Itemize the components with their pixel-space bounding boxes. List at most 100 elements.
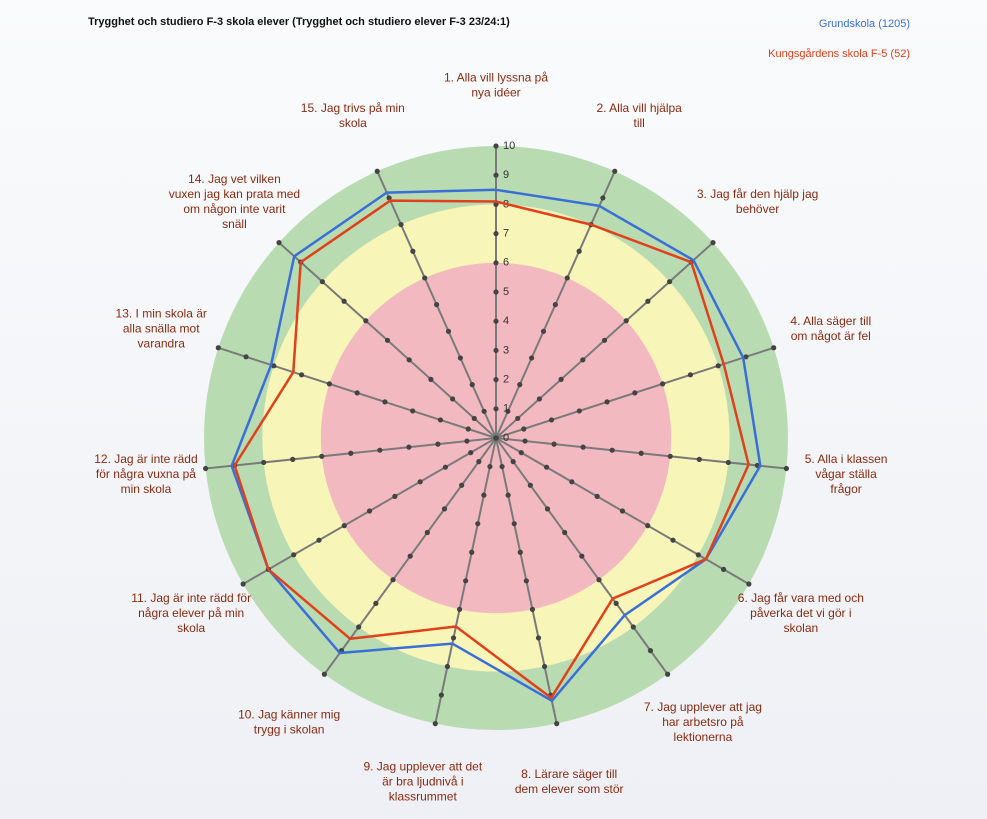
tick-dot	[529, 355, 535, 361]
tick-dot	[341, 523, 347, 529]
category-label: 12. Jag är inte rädd	[94, 452, 197, 466]
tick-dot	[319, 279, 326, 285]
tick-dot	[667, 453, 673, 459]
tick-dot	[510, 459, 516, 465]
tick-label: 9	[503, 169, 509, 181]
tick-dot	[442, 464, 449, 470]
tick-dot	[422, 275, 428, 281]
category-label: klassrummet	[389, 789, 458, 803]
tick-dot	[493, 347, 499, 353]
tick-dot	[710, 240, 716, 246]
category-label: snäll	[222, 217, 247, 231]
category-label: några elever på min	[138, 606, 244, 620]
category-label: dem elever som stör	[515, 782, 624, 796]
tick-dot	[612, 168, 618, 174]
tick-dot	[469, 549, 475, 555]
tick-dot	[386, 195, 392, 201]
tick-dot	[647, 648, 654, 654]
category-label: 2. Alla vill hjälpa	[596, 101, 682, 115]
tick-dot	[476, 459, 482, 465]
tick-dot	[444, 663, 451, 670]
tick-dot	[493, 318, 499, 324]
tick-dot	[464, 438, 470, 444]
tick-dot	[670, 537, 676, 543]
tick-label: 0	[503, 432, 509, 444]
tick-dot	[493, 143, 499, 149]
tick-dot	[505, 408, 511, 414]
tick-dot	[319, 453, 325, 459]
tick-dot	[511, 521, 517, 527]
tick-dot	[481, 492, 487, 498]
tick-dot	[540, 328, 547, 334]
tick-dot	[450, 396, 456, 402]
tick-dot	[499, 463, 505, 470]
tick-dot	[384, 337, 391, 343]
tick-dot	[596, 577, 602, 583]
tick-dot	[564, 275, 570, 281]
tick-dot	[517, 549, 523, 555]
tick-dot	[459, 482, 465, 488]
tick-dot	[450, 635, 457, 641]
category-label: 5. Alla i klassen	[805, 452, 888, 466]
tick-dot	[541, 663, 548, 670]
tick-dot	[424, 529, 430, 536]
tick-dot	[493, 172, 499, 178]
chart-title: Trygghet och studiero F-3 skola elever (…	[88, 16, 510, 28]
series-line	[230, 188, 762, 703]
category-label: behöver	[736, 202, 779, 216]
tick-dot	[240, 581, 246, 587]
category-label: 3. Jag får den hjälp jag	[697, 187, 818, 201]
tick-dot	[515, 415, 521, 422]
tick-dot	[695, 552, 701, 558]
tick-dot	[432, 721, 438, 727]
tick-dot	[407, 553, 413, 559]
tick-dot	[406, 444, 412, 450]
legend-entry: Kungsgårdens skola F-5 (52)	[768, 48, 910, 60]
tick-dot	[660, 381, 666, 387]
category-label: nya idéer	[471, 86, 520, 100]
tick-dot	[746, 581, 752, 587]
category-label: min skola	[121, 482, 172, 496]
tick-dot	[493, 289, 499, 295]
tick-dot	[243, 354, 249, 360]
tick-dot	[377, 447, 383, 453]
tick-dot	[665, 671, 671, 677]
tick-dot	[536, 396, 542, 402]
category-label: trygg i skolan	[254, 722, 325, 736]
category-label: 4. Alla säger till	[790, 314, 871, 328]
tick-dot	[522, 438, 528, 444]
category-label: 15. Jag trivs på min	[301, 101, 405, 115]
tick-dot	[552, 302, 558, 308]
tick-dot	[630, 624, 636, 630]
tick-dot	[613, 600, 619, 606]
tick-dot	[487, 463, 493, 470]
tick-dot	[645, 298, 651, 304]
category-label: skolan	[783, 621, 818, 635]
tick-dot	[261, 459, 267, 466]
tick-dot	[354, 390, 360, 396]
tick-dot	[493, 406, 499, 412]
tick-dot	[645, 523, 651, 529]
tick-dot	[594, 493, 600, 499]
tick-dot	[720, 566, 727, 573]
category-label: om någon inte varit	[183, 202, 286, 216]
tick-dot	[554, 721, 560, 727]
category-label: 14. Jag vet vilken	[188, 172, 281, 186]
tick-dot	[493, 231, 499, 237]
category-label: är bra ljudnivå i	[382, 774, 463, 788]
tick-dot	[638, 450, 644, 456]
tick-dot	[434, 302, 440, 308]
tick-dot	[417, 479, 423, 485]
tick-label: 6	[503, 257, 509, 269]
tick-dot	[493, 435, 499, 441]
tick-dot	[569, 479, 575, 485]
tick-dot	[457, 355, 463, 361]
tick-dot	[271, 363, 277, 369]
tick-dot	[475, 521, 481, 527]
tick-dot	[392, 493, 398, 499]
tick-dot	[374, 168, 380, 174]
tick-dot	[468, 450, 474, 456]
category-label: 13. I min skola är	[116, 306, 207, 320]
legend-entry: Grundskola (1205)	[819, 18, 910, 30]
tick-dot	[437, 417, 444, 423]
